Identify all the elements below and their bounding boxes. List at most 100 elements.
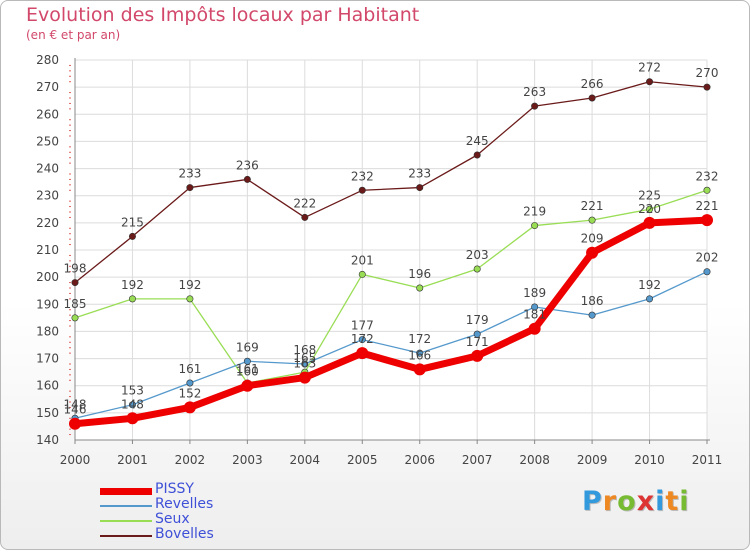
data-point-revelles bbox=[128, 401, 136, 409]
data-point-seux bbox=[473, 265, 481, 273]
data-point-bovelles bbox=[416, 184, 424, 192]
data-point-bovelles bbox=[531, 102, 539, 110]
data-label-seux: 192 bbox=[121, 278, 144, 292]
x-tick-label: 2001 bbox=[117, 453, 148, 467]
data-label-revelles: 189 bbox=[523, 286, 546, 300]
data-point-seux bbox=[703, 186, 711, 194]
data-label-seux: 196 bbox=[408, 267, 431, 281]
data-point-seux bbox=[646, 205, 654, 213]
x-tick-label: 2007 bbox=[462, 453, 493, 467]
x-tick-label: 2011 bbox=[692, 453, 723, 467]
data-label-revelles: 202 bbox=[696, 251, 719, 265]
legend-swatch bbox=[100, 520, 152, 522]
y-tick-label: 260 bbox=[36, 107, 59, 121]
legend-label: PISSY bbox=[155, 481, 194, 497]
data-point-bovelles bbox=[588, 94, 596, 102]
logo-letter: o bbox=[617, 486, 637, 517]
data-point-revelles bbox=[473, 330, 481, 338]
y-tick-label: 270 bbox=[36, 80, 59, 94]
data-point-bovelles bbox=[301, 213, 309, 221]
data-label-revelles: 161 bbox=[178, 362, 201, 376]
data-label-revelles: 186 bbox=[581, 294, 604, 308]
data-point-pissy bbox=[126, 412, 139, 425]
legend-label: Seux bbox=[155, 511, 190, 527]
data-label-revelles: 177 bbox=[351, 319, 374, 333]
y-tick-label: 240 bbox=[36, 162, 59, 176]
series-lines bbox=[69, 78, 713, 430]
data-point-pissy bbox=[471, 349, 484, 362]
y-tick-label: 180 bbox=[36, 324, 59, 338]
data-point-pissy bbox=[356, 347, 369, 360]
x-tick-label: 2005 bbox=[347, 453, 378, 467]
data-label-pissy: 163 bbox=[293, 357, 316, 371]
data-point-revelles bbox=[358, 336, 366, 344]
y-tick-label: 190 bbox=[36, 297, 59, 311]
data-label-bovelles: 270 bbox=[696, 66, 719, 80]
data-label-bovelles: 236 bbox=[236, 158, 259, 172]
logo-letter: i bbox=[655, 486, 666, 517]
y-tick-label: 220 bbox=[36, 216, 59, 230]
data-point-revelles bbox=[243, 357, 251, 365]
data-label-pissy: 220 bbox=[638, 202, 661, 216]
data-point-pissy bbox=[586, 246, 599, 259]
data-point-revelles bbox=[646, 295, 654, 303]
data-label-pissy: 171 bbox=[466, 335, 489, 349]
data-label-pissy: 221 bbox=[696, 199, 719, 213]
data-label-seux: 201 bbox=[351, 253, 374, 267]
data-point-seux bbox=[531, 222, 539, 230]
data-label-pissy: 160 bbox=[236, 365, 259, 379]
legend-label: Bovelles bbox=[155, 526, 214, 542]
data-label-bovelles: 263 bbox=[523, 85, 546, 99]
data-point-bovelles bbox=[646, 78, 654, 86]
data-label-pissy: 146 bbox=[64, 403, 87, 417]
y-tick-label: 150 bbox=[36, 406, 59, 420]
data-point-seux bbox=[416, 284, 424, 292]
series-line-pissy bbox=[71, 216, 711, 428]
x-tick-label: 2004 bbox=[290, 453, 321, 467]
legend-label: Revelles bbox=[155, 496, 214, 512]
legend-swatch bbox=[100, 505, 152, 507]
data-label-bovelles: 215 bbox=[121, 215, 144, 229]
data-point-pissy bbox=[241, 379, 254, 392]
y-tick-label: 280 bbox=[36, 53, 59, 67]
data-label-seux: 192 bbox=[178, 278, 201, 292]
data-label-seux: 225 bbox=[638, 188, 661, 202]
data-point-revelles bbox=[416, 349, 424, 357]
grid bbox=[74, 59, 708, 441]
y-tick-label: 210 bbox=[36, 243, 59, 257]
data-point-pissy bbox=[528, 322, 541, 335]
data-point-revelles bbox=[301, 360, 309, 368]
series-line-bovelles bbox=[74, 81, 708, 284]
y-tick-label: 200 bbox=[36, 270, 59, 284]
y-tick-label: 140 bbox=[36, 433, 59, 447]
data-label-pissy: 209 bbox=[581, 232, 604, 246]
y-tick-label: 170 bbox=[36, 352, 59, 366]
data-point-seux bbox=[358, 270, 366, 278]
data-label-bovelles: 233 bbox=[408, 167, 431, 181]
data-point-bovelles bbox=[473, 151, 481, 159]
data-point-pissy bbox=[69, 417, 81, 430]
data-point-bovelles bbox=[703, 83, 711, 91]
y-tick-label: 160 bbox=[36, 379, 59, 393]
data-label-bovelles: 272 bbox=[638, 61, 661, 75]
data-point-seux bbox=[71, 314, 79, 322]
data-labels: 198 215 233 236 222 232 233 245 263 266 272 270 185 1… bbox=[64, 61, 719, 417]
legend-swatch bbox=[100, 487, 152, 495]
data-point-bovelles bbox=[358, 186, 366, 194]
data-label-seux: 232 bbox=[696, 169, 719, 183]
data-point-pissy bbox=[183, 401, 196, 414]
logo-letter: P bbox=[582, 486, 603, 517]
data-label-seux: 219 bbox=[523, 205, 546, 219]
y-tick-label: 230 bbox=[36, 189, 59, 203]
data-point-revelles bbox=[703, 268, 711, 276]
data-label-revelles: 172 bbox=[408, 332, 431, 346]
data-label-bovelles: 245 bbox=[466, 134, 489, 148]
data-label-revelles: 192 bbox=[638, 278, 661, 292]
data-point-pissy bbox=[643, 216, 656, 229]
data-label-pissy: 181 bbox=[523, 308, 546, 322]
x-tick-label: 2009 bbox=[577, 453, 608, 467]
y-tick-label: 250 bbox=[36, 134, 59, 148]
logo-letter: i bbox=[679, 486, 690, 517]
data-label-pissy: 152 bbox=[178, 386, 201, 400]
